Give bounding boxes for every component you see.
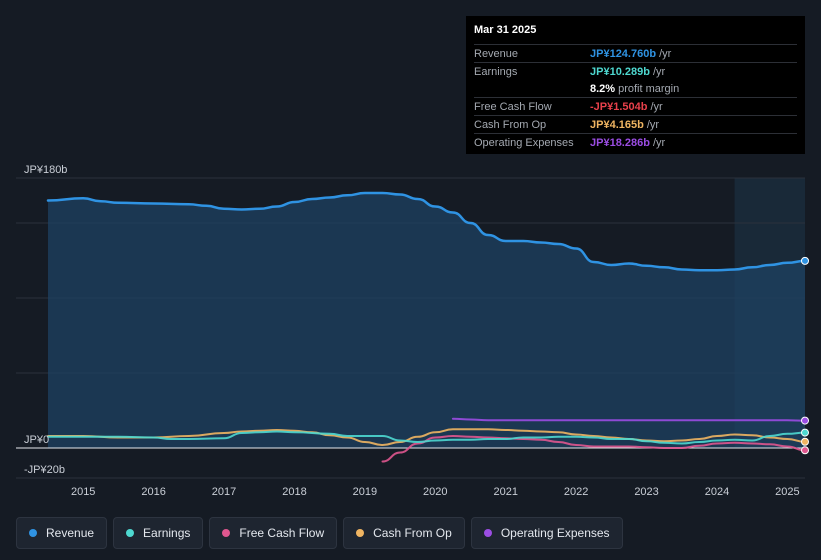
tooltip-value: JP¥18.286b	[590, 136, 650, 149]
cash-from-op-line	[47, 428, 806, 446]
legend-label: Operating Expenses	[500, 526, 610, 540]
legend-item-cash-from-op[interactable]: Cash From Op	[343, 517, 465, 549]
operating-expenses-dot-icon	[483, 529, 492, 537]
tooltip-unit: profit margin	[618, 82, 680, 95]
tooltip-label: Earnings	[474, 65, 518, 78]
x-tick-label: 2021	[493, 486, 517, 498]
y-tick-label: -JP¥20b	[24, 464, 65, 476]
operating-expenses-end-point	[801, 416, 809, 425]
cash-from-op-dot-icon	[356, 529, 365, 537]
tooltip-label: Cash From Op	[474, 118, 547, 131]
x-tick-label: 2025	[775, 486, 799, 498]
tooltip-value: JP¥124.760b	[590, 47, 657, 60]
tooltip-value: JP¥10.289b	[590, 65, 650, 78]
data-tooltip: Mar 31 2025 Revenue JP¥124.760b /yr Earn…	[466, 16, 805, 154]
tooltip-date: Mar 31 2025	[474, 24, 537, 36]
y-tick-label: JP¥180b	[24, 164, 67, 176]
legend-item-earnings[interactable]: Earnings	[113, 517, 204, 549]
legend-label: Revenue	[46, 526, 95, 540]
tooltip-unit: /yr	[646, 118, 660, 131]
x-tick-label: 2018	[282, 486, 306, 498]
x-tick-label: 2017	[212, 486, 236, 498]
tooltip-row-margin: 8.2% profit margin	[474, 80, 797, 97]
tooltip-label: Revenue	[474, 47, 519, 60]
legend-label: Free Cash Flow	[239, 526, 325, 540]
tooltip-row-earnings: Earnings JP¥10.289b /yr	[474, 62, 797, 80]
tooltip-row-revenue: Revenue JP¥124.760b /yr	[474, 44, 797, 62]
cash-from-op-end-point	[801, 437, 809, 446]
tooltip-unit: /yr	[659, 47, 672, 60]
tooltip-value: JP¥4.165b	[590, 118, 644, 131]
x-tick-label: 2024	[705, 486, 729, 498]
x-tick-label: 2020	[423, 486, 447, 498]
legend-label: Earnings	[143, 526, 191, 540]
tooltip-label: Free Cash Flow	[474, 100, 552, 113]
tooltip-row-cash-from-op: Cash From Op JP¥4.165b /yr	[474, 115, 797, 133]
tooltip-value: 8.2%	[590, 82, 616, 95]
tooltip-unit: /yr	[652, 65, 666, 78]
revenue-dot-icon	[29, 529, 37, 537]
tooltip-label: Operating Expenses	[474, 136, 574, 149]
legend-item-revenue[interactable]: Revenue	[16, 517, 108, 549]
x-tick-label: 2015	[71, 486, 95, 498]
earnings-end-point	[801, 428, 809, 437]
earnings-line	[47, 430, 806, 445]
tooltip-row-operating-expenses: Operating Expenses JP¥18.286b /yr	[474, 133, 797, 151]
earnings-dot-icon	[126, 529, 135, 537]
revenue-line	[46, 191, 807, 272]
legend-label: Cash From Op	[373, 526, 452, 540]
free-cash-flow-dot-icon	[222, 529, 231, 537]
legend-item-free-cash-flow[interactable]: Free Cash Flow	[209, 517, 338, 549]
revenue-area-fill	[48, 193, 805, 448]
tooltip-value: -JP¥1.504b	[590, 100, 648, 113]
tooltip-row-free-cash-flow: Free Cash Flow -JP¥1.504b /yr	[474, 97, 797, 115]
chart-legend: Revenue Earnings Free Cash Flow Cash Fro…	[16, 517, 623, 549]
x-tick-label: 2022	[564, 486, 588, 498]
free-cash-flow-line	[381, 435, 806, 463]
operating-expenses-line	[451, 417, 806, 422]
tooltip-unit: /yr	[652, 136, 666, 149]
x-tick-label: 2019	[353, 486, 377, 498]
legend-item-operating-expenses[interactable]: Operating Expenses	[470, 517, 623, 549]
free-cash-flow-end-point	[801, 446, 809, 455]
y-tick-label: JP¥0	[24, 434, 49, 446]
x-tick-label: 2016	[141, 486, 165, 498]
revenue-end-point	[801, 256, 809, 265]
x-tick-label: 2023	[634, 486, 658, 498]
tooltip-unit: /yr	[650, 100, 663, 113]
